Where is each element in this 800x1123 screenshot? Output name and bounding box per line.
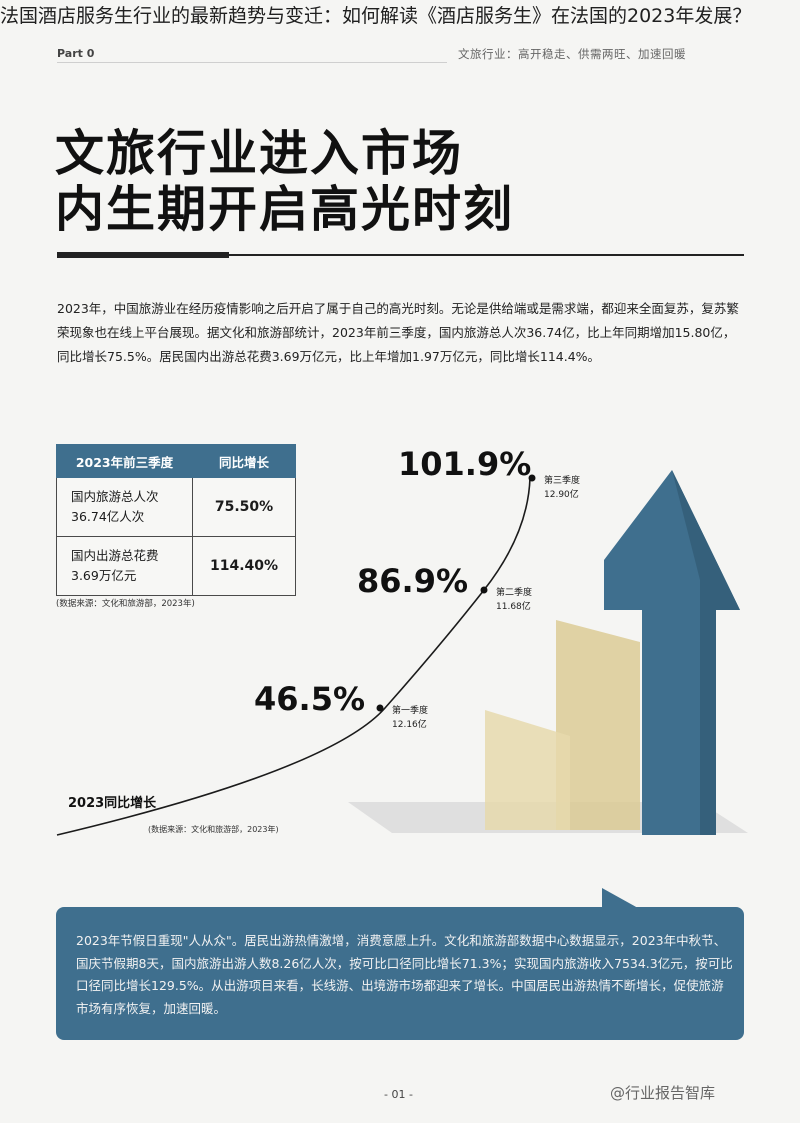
banner-pointer xyxy=(602,888,638,908)
gold-bar-front xyxy=(485,710,570,830)
table-row: 国内旅游总人次 36.74亿人次 75.50% xyxy=(56,477,296,537)
watermark: @行业报告智库 xyxy=(610,1084,716,1102)
visitors-label: 12.90亿 xyxy=(544,488,579,500)
table-row-label: 国内出游总花费 3.69万亿元 xyxy=(56,536,193,596)
gold-bar-back xyxy=(556,620,640,830)
row-label-line-2: 36.74亿人次 xyxy=(71,509,145,524)
data-point xyxy=(528,474,536,482)
growth-arrow-shade xyxy=(672,470,740,835)
headline: 文旅行业进入市场 内生期开启高光时刻 xyxy=(55,126,514,238)
quarter-label: 第三季度 xyxy=(544,474,580,486)
table-header-period: 2023年前三季度 xyxy=(56,444,193,478)
chart-title: 2023同比增长 xyxy=(68,795,157,811)
growth-curve xyxy=(56,477,531,836)
growth-label: 101.9% xyxy=(398,445,531,483)
headline-line-2: 内生期开启高光时刻 xyxy=(55,181,515,238)
part-label: Part 0 xyxy=(57,47,95,60)
data-point xyxy=(480,586,488,594)
table-row-label: 国内旅游总人次 36.74亿人次 xyxy=(56,477,193,537)
headline-divider-accent xyxy=(57,252,229,258)
table-header-growth: 同比增长 xyxy=(192,444,296,478)
stats-table: 2023年前三季度 同比增长 国内旅游总人次 36.74亿人次 75.50% 国… xyxy=(56,444,296,596)
table-header-row: 2023年前三季度 同比增长 xyxy=(56,444,296,478)
table-row: 国内出游总花费 3.69万亿元 114.40% xyxy=(56,536,296,596)
page-number: - 01 - xyxy=(384,1088,413,1101)
visitors-label: 12.16亿 xyxy=(392,718,427,730)
row-label-line-1: 国内出游总花费 xyxy=(71,548,159,563)
growth-label: 86.9% xyxy=(357,562,468,600)
headline-line-1: 文旅行业进入市场 xyxy=(55,125,464,182)
row-label-line-2: 3.69万亿元 xyxy=(71,568,137,583)
chart-source: (数据来源：文化和旅游部，2023年) xyxy=(148,824,279,834)
table-source: (数据来源：文化和旅游部，2023年) xyxy=(56,599,195,609)
table-row-value: 114.40% xyxy=(192,536,296,596)
table-row-value: 75.50% xyxy=(192,477,296,537)
summary-banner xyxy=(56,907,744,1040)
growth-chart: 46.5% 第一季度 12.16亿 86.9% 第二季度 11.68亿 101.9% 第三季度… xyxy=(56,445,748,836)
banner-text: 2023年节假日重现"人从众"。居民出游热情激增，消费意愿上升。文化和旅游部数据… xyxy=(76,933,733,1016)
headline-divider xyxy=(57,254,744,256)
quarter-label: 第一季度 xyxy=(392,704,428,716)
quarter-label: 第二季度 xyxy=(496,586,532,598)
visitors-label: 11.68亿 xyxy=(496,600,531,612)
intro-paragraph: 2023年，中国旅游业在经历疫情影响之后开启了属于自己的高光时刻。无论是供给端或… xyxy=(57,301,739,364)
header-divider xyxy=(57,62,447,63)
row-label-line-1: 国内旅游总人次 xyxy=(71,489,159,504)
data-point xyxy=(376,704,384,712)
overlay-title: 法国酒店服务生行业的最新趋势与变迁：如何解读《酒店服务生》在法国的2023年发展… xyxy=(0,2,800,31)
growth-label: 46.5% xyxy=(254,680,365,718)
header-tagline: 文旅行业：高开稳走、供需两旺、加速回暖 xyxy=(458,47,686,61)
